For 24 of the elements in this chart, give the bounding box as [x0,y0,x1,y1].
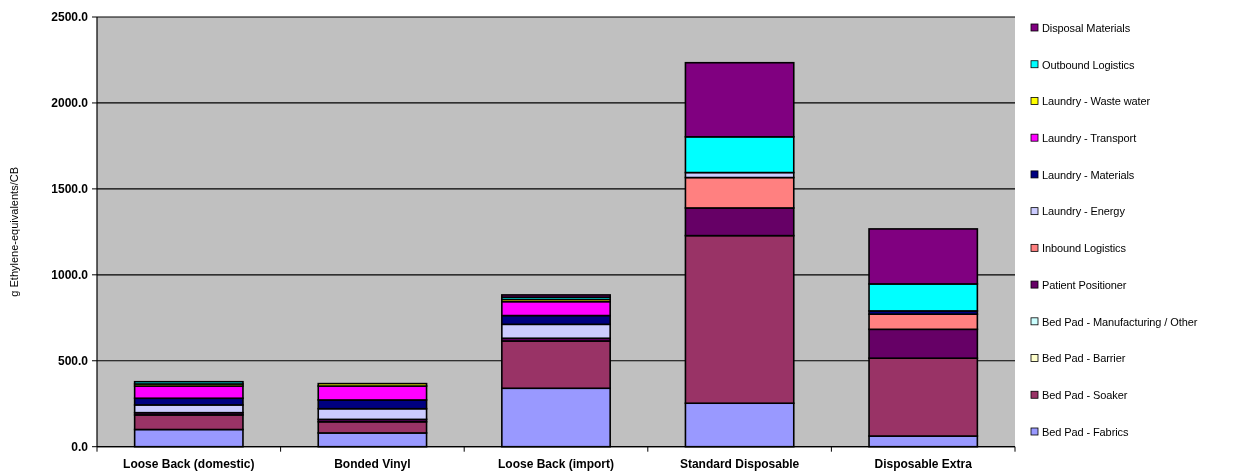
legend-label: Inbound Logistics [1042,242,1127,255]
y-tick-label: 2500.0 [51,10,89,25]
y-tick-label: 500.0 [57,353,89,368]
legend-label: Bed Pad - Manufacturing / Other [1042,315,1198,328]
x-tick-label: Standard Disposable [679,457,800,471]
legend-label: Laundry - Transport [1042,132,1137,145]
legend-label: Outbound Logistics [1042,58,1135,71]
x-tick-label: Loose Back (domestic) [123,457,255,471]
legend-label: Patient Positioner [1042,278,1127,291]
y-tick-label: 1500.0 [51,182,89,197]
y-axis-title: g Ethylene-equivalents/CB [8,167,20,297]
y-tick-label: 0.0 [71,439,89,454]
legend-label: Bed Pad - Barrier [1042,352,1126,365]
legend-label: Disposal Materials [1042,21,1131,34]
legend-label: Bed Pad - Fabrics [1042,425,1129,438]
y-tick-label: 1000.0 [51,268,89,283]
x-tick-label: Disposable Extra [874,457,973,471]
x-tick-label: Bonded Vinyl [334,457,411,471]
legend-label: Laundry - Materials [1042,168,1135,181]
x-tick-label: Loose Back (import) [497,457,615,471]
legend-label: Bed Pad - Soaker [1042,389,1128,402]
legend-label: Laundry - Energy [1042,205,1126,218]
y-tick-label: 2000.0 [51,96,89,111]
legend-label: Laundry - Waste water [1042,95,1151,108]
